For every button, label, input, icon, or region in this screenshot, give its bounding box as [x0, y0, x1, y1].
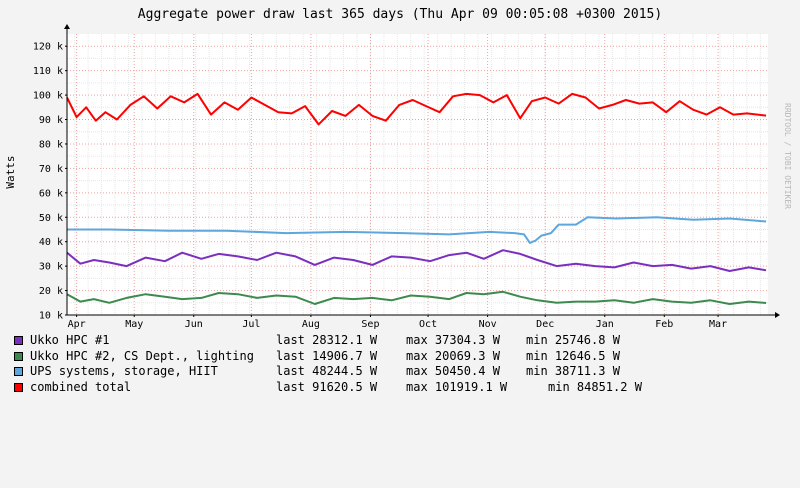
series-layer: [66, 92, 767, 305]
legend-max-value: max 101919.1 W: [406, 379, 508, 394]
legend-min-value: min 38711.3 W: [526, 364, 620, 378]
legend-item-ukko-hpc-2: Ukko HPC #2, CS Dept., lighting last 149…: [14, 349, 620, 365]
legend-last-value: last 28312.1 W: [276, 333, 378, 347]
legend-max-value: max 20069.3 W: [406, 348, 500, 363]
y-axis-ticks: 10 k 20 k 30 k 40 k 50 k 60 k 70 k 80 k 90 k 100 …: [33, 42, 63, 322]
series-line-ukko-hpc-2-cs-dept-lighting: [66, 290, 767, 305]
legend-min-value: min 25746.8 W: [526, 333, 620, 347]
legend-min-value: min 84851.2 W: [548, 379, 642, 394]
legend-swatch: [14, 351, 23, 361]
legend-min-value: min 12646.5 W: [526, 348, 620, 363]
x-axis-arrow: [775, 312, 780, 318]
legend-series-name: Ukko HPC #2, CS Dept., lighting: [30, 348, 254, 363]
y-tick-label: 20 k: [39, 286, 63, 297]
x-tick-label: Feb: [655, 319, 673, 330]
y-tick-label: 100 k: [33, 91, 63, 102]
y-tick-label: 90 k: [39, 115, 63, 126]
legend-swatch: [14, 367, 23, 376]
y-axis-label: Watts: [4, 155, 17, 188]
y-tick-label: 30 k: [39, 262, 63, 273]
x-tick-label: Oct: [419, 319, 437, 330]
x-tick-label: Sep: [361, 319, 379, 330]
y-tick-label: 70 k: [39, 164, 63, 175]
series-line-ukko-hpc-1: [66, 249, 767, 272]
axes: [64, 24, 780, 318]
y-tick-label: 10 k: [39, 311, 63, 322]
chart-title: Aggregate power draw last 365 days (Thu …: [138, 7, 662, 22]
legend: Ukko HPC #1 last 28312.1 W max 37304.3 W…: [14, 333, 642, 396]
legend-swatch: [14, 336, 23, 345]
x-tick-label: Apr: [68, 319, 86, 330]
y-tick-label: 80 k: [39, 139, 63, 150]
legend-swatch: [14, 382, 23, 392]
y-tick-label: 50 k: [39, 213, 63, 224]
x-tick-label: Jul: [242, 319, 260, 330]
legend-series-name: combined total: [30, 379, 132, 394]
x-tick-label: Dec: [536, 319, 554, 330]
y-axis-arrow: [64, 24, 70, 29]
watermark-text: RRDTOOL / TOBI OETIKER: [783, 103, 792, 209]
legend-last-value: last 48244.5 W: [276, 364, 378, 378]
power-chart: 10 k 20 k 30 k 40 k 50 k 60 k 70 k 80 k 90 k 100 …: [4, 7, 792, 330]
legend-item-ukko-hpc-1: Ukko HPC #1 last 28312.1 W max 37304.3 W…: [14, 333, 620, 349]
series-line-combined-total: [66, 92, 767, 126]
x-tick-label: Jan: [596, 319, 614, 330]
series-line-ups-systems-storage-hiit: [67, 216, 767, 244]
y-tick-label: 40 k: [39, 237, 63, 248]
legend-item-ups-systems: UPS systems, storage, HIIT last 48244.5 …: [14, 364, 620, 380]
legend-last-value: last 91620.5 W: [276, 379, 378, 394]
x-tick-label: Nov: [479, 319, 497, 330]
x-tick-label: Mar: [709, 319, 727, 330]
y-tick-label: 110 k: [33, 66, 63, 77]
x-tick-label: May: [125, 319, 143, 330]
legend-series-name: UPS systems, storage, HIIT: [30, 364, 218, 378]
y-tick-label: 120 k: [33, 42, 63, 53]
legend-series-name: Ukko HPC #1: [30, 333, 110, 347]
x-tick-label: Aug: [302, 319, 320, 330]
legend-item-combined-total: combined total last 91620.5 W max 101919…: [14, 380, 642, 396]
legend-last-value: last 14906.7 W: [276, 348, 378, 363]
y-tick-label: 60 k: [39, 188, 63, 199]
plot-area: [67, 34, 768, 315]
x-tick-label: Jun: [185, 319, 203, 330]
legend-max-value: max 50450.4 W: [406, 364, 500, 378]
x-axis-ticks: Apr May Jun Jul Aug Sep Oct Nov Dec Jan Feb Mar: [68, 319, 728, 330]
legend-max-value: max 37304.3 W: [406, 333, 500, 347]
grid-layer: [65, 34, 768, 317]
